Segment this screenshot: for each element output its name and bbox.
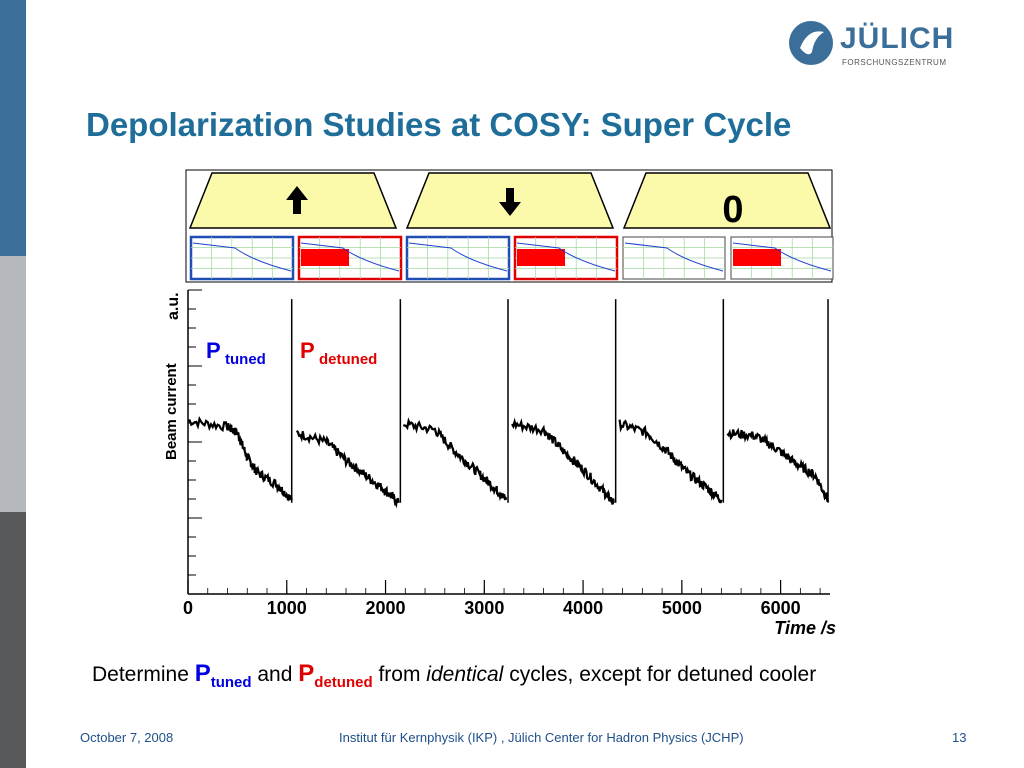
footer-institute: Institut für Kernphysik (IKP) , Jülich C… bbox=[339, 730, 744, 745]
caption-text-5: cycles, except for detuned cooler bbox=[503, 663, 817, 686]
mini-panel-3 bbox=[405, 235, 511, 281]
julich-logo: JÜLICH FORSCHUNGSZENTRUM bbox=[786, 14, 956, 74]
logo-wordmark: JÜLICH bbox=[840, 22, 955, 55]
beam-current-series-5 bbox=[618, 419, 723, 504]
footer-page-number: 13 bbox=[952, 730, 967, 745]
caption-p-tuned: P bbox=[194, 660, 211, 687]
sidebar-strip-blue bbox=[0, 0, 26, 256]
x-tick-label: 4000 bbox=[563, 598, 603, 618]
mini-panel-2 bbox=[297, 235, 403, 281]
caption-p-tuned-sub: tuned bbox=[210, 674, 252, 691]
cooler-detuned-bar bbox=[517, 249, 565, 266]
mini-decay-curve bbox=[516, 242, 616, 272]
logo-subtitle: FORSCHUNGSZENTRUM bbox=[842, 58, 947, 67]
beam-current-series-6 bbox=[726, 427, 830, 502]
caption-text-1: Determine bbox=[92, 663, 195, 686]
p-tuned-subscript: tuned bbox=[225, 351, 266, 368]
sidebar-strip-gray bbox=[0, 256, 26, 512]
caption-p-detuned: P bbox=[298, 660, 315, 687]
x-axis-label: Time /s bbox=[774, 618, 836, 638]
caption-text-3: from bbox=[372, 663, 427, 686]
y-axis-label: Beam current bbox=[163, 363, 180, 460]
x-tick-label: 1000 bbox=[267, 598, 307, 618]
mini-panel-1 bbox=[189, 235, 295, 281]
x-tick-label: 2000 bbox=[366, 598, 406, 618]
mini-decay-curve bbox=[192, 242, 292, 272]
zero-label: 0 bbox=[722, 189, 743, 231]
p-detuned-label: P bbox=[300, 338, 315, 363]
sidebar-strip-dark bbox=[0, 512, 26, 768]
mini-panel-6 bbox=[730, 236, 834, 280]
beam-current-series-4 bbox=[511, 417, 615, 505]
x-tick-label: 5000 bbox=[662, 598, 702, 618]
cooler-detuned-bar bbox=[733, 249, 781, 266]
mini-decay-curve bbox=[300, 242, 400, 272]
trapezoid-zero bbox=[622, 172, 832, 229]
cooler-detuned-bar bbox=[301, 249, 349, 266]
y-axis-unit: a.u. bbox=[165, 292, 182, 320]
arrow-down-icon bbox=[499, 188, 521, 216]
p-detuned-subscript: detuned bbox=[319, 351, 377, 368]
beam-current-series-3 bbox=[402, 417, 508, 502]
x-tick-label: 0 bbox=[183, 598, 193, 618]
slide-title: Depolarization Studies at COSY: Super Cy… bbox=[86, 106, 792, 143]
caption-text-4: identical bbox=[426, 663, 504, 686]
x-tick-label: 3000 bbox=[464, 598, 504, 618]
footer-date: October 7, 2008 bbox=[80, 730, 174, 745]
mini-decay-curve bbox=[732, 242, 832, 272]
p-tuned-label: P bbox=[206, 338, 221, 363]
arrow-up-icon bbox=[286, 186, 308, 214]
mini-decay-curve bbox=[408, 242, 508, 272]
caption-text-2: and bbox=[251, 663, 299, 686]
mini-panel-4 bbox=[513, 235, 619, 281]
beam-current-series-1 bbox=[187, 416, 293, 503]
beam-current-plot: 0 1000 2000 3000 4000 5000 6000 bbox=[183, 289, 830, 618]
beam-current-series-2 bbox=[295, 430, 400, 509]
caption: Determine Ptuned and Pdetuned from ident… bbox=[92, 660, 816, 691]
mini-panels bbox=[189, 235, 834, 281]
x-tick-label: 6000 bbox=[761, 598, 801, 618]
mini-decay-curve bbox=[624, 242, 724, 272]
caption-p-detuned-sub: detuned bbox=[314, 674, 373, 691]
mini-panel-5 bbox=[622, 236, 726, 280]
julich-logo-icon bbox=[789, 21, 833, 65]
